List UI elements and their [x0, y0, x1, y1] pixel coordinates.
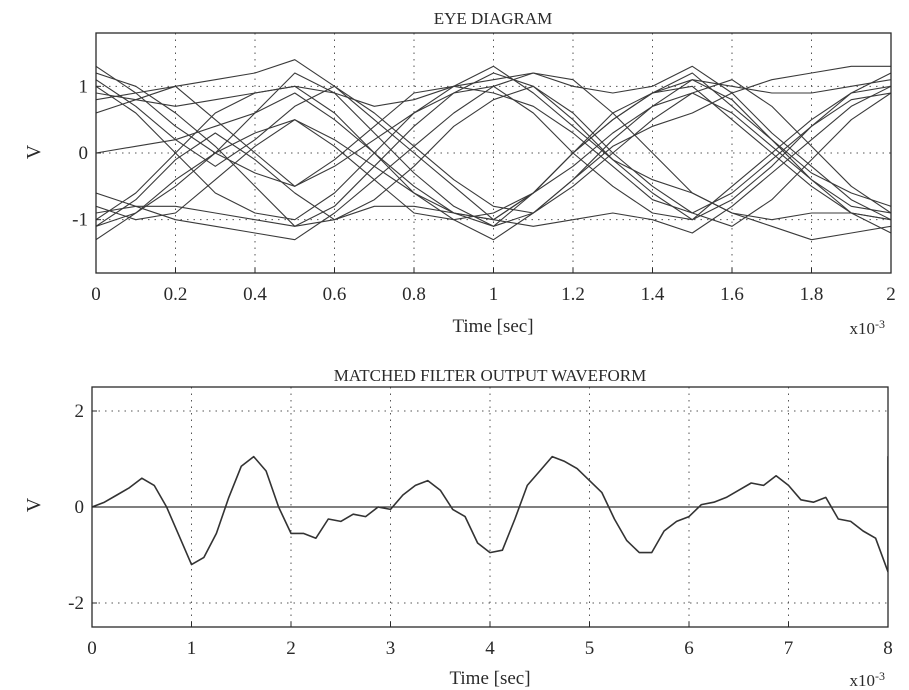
eye-diagram-x-tick-label: 0.4: [243, 284, 267, 305]
matched-filter-x-multiplier-exponent: -3: [875, 669, 885, 683]
eye-diagram-series-line-11: [96, 59, 891, 234]
eye-diagram-traces: [96, 59, 891, 241]
matched-filter-x-tick-label: 0: [87, 638, 97, 659]
matched-filter-x-tick-label: 4: [485, 638, 495, 659]
matched-filter-x-label: Time [sec]: [449, 668, 530, 689]
matched-filter-plot-area: 0 1 2 3 4 5 6 7 8 -2 0 2: [68, 386, 893, 659]
matched-filter-y-tick-label: -2: [68, 593, 84, 614]
matched-filter-x-tick-label: 8: [883, 638, 893, 659]
eye-diagram-panel: EYE DIAGRAM V Time [sec] x10-3 0 0.2 0.4 0.…: [23, 9, 896, 338]
eye-diagram-series-line-15: [96, 72, 891, 227]
eye-diagram-series-line-14: [96, 65, 891, 241]
matched-filter-panel: MATCHED FILTER OUTPUT WAVEFORM V Time [s…: [23, 366, 893, 690]
matched-filter-y-tick-label: 2: [75, 401, 85, 422]
matched-filter-y-tick-label: 0: [75, 497, 85, 518]
matched-filter-x-tick-label: 7: [784, 638, 794, 659]
matched-filter-y-label: V: [23, 497, 45, 512]
eye-diagram-series-line-13: [96, 65, 891, 241]
eye-diagram-x-tick-label: 2: [886, 284, 896, 305]
eye-diagram-series-line-8: [96, 92, 891, 221]
eye-diagram-x-tick-label: 0.6: [323, 284, 347, 305]
eye-diagram-x-tick-label: 1.4: [641, 284, 665, 305]
eye-diagram-x-tick-label: 1.2: [561, 284, 585, 305]
eye-diagram-y-tick-label: -1: [72, 210, 88, 231]
eye-diagram-x-multiplier-exponent: -3: [875, 317, 885, 331]
eye-diagram-x-tick-label: 1.8: [800, 284, 824, 305]
eye-diagram-x-tick-label: 1: [489, 284, 499, 305]
matched-filter-x-tick-label: 6: [684, 638, 694, 659]
eye-diagram-x-multiplier-base: x10: [850, 319, 876, 338]
matched-filter-x-tick-label: 2: [286, 638, 296, 659]
eye-diagram-y-tick-label: 1: [79, 76, 89, 97]
matched-filter-x-multiplier: x10-3: [850, 669, 886, 690]
eye-diagram-x-multiplier: x10-3: [850, 317, 886, 338]
matched-filter-x-multiplier-base: x10: [850, 671, 876, 690]
eye-diagram-y-label: V: [23, 144, 45, 159]
matched-filter-x-tick-label: 5: [585, 638, 595, 659]
eye-diagram-x-label: Time [sec]: [452, 316, 533, 337]
matched-filter-traces: [92, 455, 888, 573]
matched-filter-title: MATCHED FILTER OUTPUT WAVEFORM: [334, 366, 647, 385]
eye-diagram-x-tick-label: 1.6: [720, 284, 744, 305]
eye-diagram-series-line-3: [96, 72, 891, 221]
eye-diagram-plot-area: 0 0.2 0.4 0.6 0.8 1 1.2 1.4 1.6 1.8 2 -1 0 1: [72, 32, 896, 305]
eye-diagram-x-tick-label: 0.2: [164, 284, 188, 305]
matched-filter-x-tick-label: 3: [386, 638, 396, 659]
eye-diagram-title: EYE DIAGRAM: [434, 9, 553, 28]
eye-diagram-series-line-12: [96, 65, 891, 241]
eye-diagram-series-line-10: [96, 85, 891, 227]
matched-filter-series-line-1: [92, 455, 888, 573]
eye-diagram-series-line-7: [96, 85, 891, 214]
eye-diagram-x-tick-label: 0: [91, 284, 101, 305]
matched-filter-x-tick-label: 1: [187, 638, 197, 659]
eye-diagram-y-tick-label: 0: [79, 143, 89, 164]
eye-diagram-x-tick-label: 0.8: [402, 284, 426, 305]
eye-diagram-series-line-9: [96, 79, 891, 214]
